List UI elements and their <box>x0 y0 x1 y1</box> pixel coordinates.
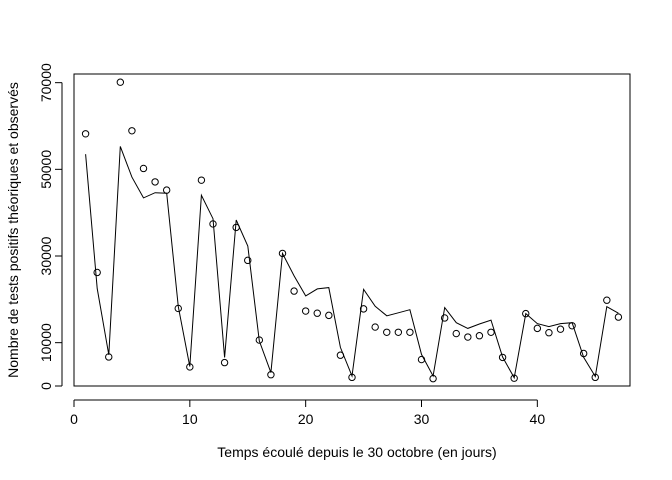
observed-point <box>498 353 507 362</box>
observed-point <box>325 311 333 320</box>
observed-point <box>197 176 206 184</box>
observed-point <box>359 305 368 313</box>
observed-point <box>440 314 449 322</box>
observed-point <box>394 328 403 336</box>
x-axis: 0 10 20 30 40 <box>70 399 546 427</box>
observed-point <box>267 371 275 379</box>
observed-point <box>614 313 623 321</box>
observed-point <box>244 256 252 265</box>
x-tick-label: 10 <box>182 411 198 427</box>
observed-point <box>93 268 101 277</box>
observed-point <box>487 328 495 336</box>
observed-point <box>151 178 159 186</box>
observed-point <box>383 328 391 336</box>
y-tick-label: 70000 <box>38 63 54 102</box>
observed-point <box>452 329 460 338</box>
observed-point <box>105 353 113 361</box>
observed-point <box>406 328 414 336</box>
observed-point <box>139 164 148 173</box>
observed-points-series <box>81 78 623 383</box>
observed-point <box>545 329 553 337</box>
observed-point <box>568 322 576 330</box>
x-tick-label: 40 <box>530 411 546 427</box>
observed-point <box>209 220 217 228</box>
y-tick-label: 10000 <box>38 323 54 362</box>
y-tick-label: 30000 <box>38 236 54 275</box>
observed-point <box>278 249 287 258</box>
observed-point <box>174 304 182 313</box>
observed-point <box>232 223 240 232</box>
observed-point <box>255 336 264 344</box>
observed-point <box>475 332 484 340</box>
observed-point <box>533 324 542 333</box>
observed-point <box>290 287 298 295</box>
observed-point <box>579 349 588 358</box>
observed-point <box>591 373 599 382</box>
observed-point <box>162 186 171 194</box>
observed-point <box>522 309 530 318</box>
observed-point <box>116 78 125 86</box>
fitted-line <box>85 146 619 380</box>
y-axis: 0 10000 30000 50000 70000 <box>38 63 63 390</box>
observed-point <box>417 355 426 364</box>
observed-point <box>371 323 379 331</box>
observed-point <box>301 307 310 315</box>
observed-point <box>220 358 229 367</box>
y-tick-label: 0 <box>38 382 54 390</box>
observed-point <box>510 374 518 382</box>
x-tick-label: 20 <box>298 411 314 427</box>
observed-point <box>336 351 345 359</box>
observed-point <box>81 130 90 138</box>
observed-point <box>128 127 136 135</box>
y-tick-label: 50000 <box>38 150 54 189</box>
fitted-line-series <box>85 146 619 380</box>
x-tick-label: 30 <box>414 411 430 427</box>
y-axis-title: Nombre de tests positifs théoriques et o… <box>5 82 21 378</box>
x-tick-label: 0 <box>70 411 78 427</box>
observed-point <box>429 374 437 383</box>
x-axis-title: Temps écoulé depuis le 30 octobre (en jo… <box>217 444 496 460</box>
observed-point <box>556 325 565 333</box>
observed-point <box>313 309 321 317</box>
plot-frame <box>73 73 631 387</box>
observed-point <box>464 333 472 341</box>
observed-point <box>186 363 194 371</box>
observed-point <box>603 296 611 304</box>
observed-point <box>348 373 356 382</box>
